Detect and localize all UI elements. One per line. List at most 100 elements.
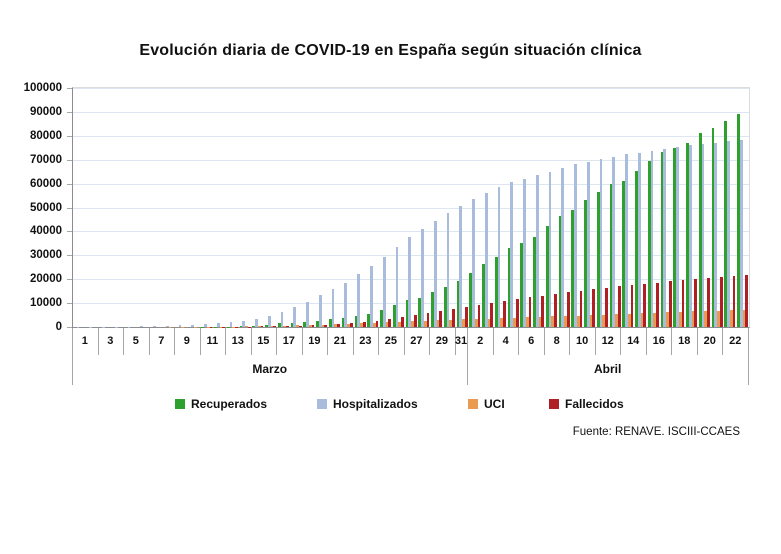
bar-hospitalizados — [255, 318, 258, 327]
bar-fallecidos — [324, 324, 328, 327]
x-axis-day-tick — [199, 328, 201, 355]
bar-uci — [321, 324, 325, 327]
gridline — [73, 135, 749, 137]
legend-item-recuperados: Recuperados — [175, 397, 267, 411]
x-axis-day-label: 8 — [553, 335, 560, 347]
bar-recuperados — [392, 304, 396, 327]
y-axis-tick — [67, 88, 72, 89]
bar-fallecidos — [668, 281, 672, 327]
legend-label: UCI — [484, 397, 505, 411]
bar-recuperados — [265, 324, 268, 327]
x-axis-day-tick — [301, 328, 303, 355]
bar-recuperados — [647, 161, 651, 327]
bar-recuperados — [673, 147, 677, 327]
legend-item-fallecidos: Fallecidos — [549, 397, 624, 411]
bar-hospitalizados — [548, 171, 552, 327]
y-axis-tick — [67, 303, 72, 305]
bar-uci — [385, 322, 389, 327]
bar-recuperados — [418, 297, 422, 327]
bar-uci — [347, 323, 350, 327]
x-axis-day-label: 18 — [678, 335, 691, 347]
bar-uci — [270, 326, 274, 327]
x-axis-day-label: 17 — [282, 335, 295, 347]
bar-uci — [551, 316, 555, 327]
bar-hospitalizados — [523, 178, 526, 327]
legend-item-hospitalizados: Hospitalizados — [317, 397, 418, 411]
bar-fallecidos — [605, 287, 608, 327]
bar-recuperados — [494, 257, 498, 327]
bar-hospitalizados — [421, 229, 424, 327]
y-axis-label: 30000 — [30, 249, 62, 262]
bar-uci — [704, 311, 708, 327]
x-axis-day-tick — [518, 328, 520, 355]
bar-uci — [576, 315, 580, 327]
bar-hospitalizados — [612, 156, 616, 327]
bar-recuperados — [239, 325, 243, 327]
x-axis-day-tick — [620, 328, 622, 355]
bar-recuperados — [686, 142, 689, 327]
x-axis-day-tick — [174, 328, 176, 355]
bar-fallecidos — [694, 279, 698, 327]
bar-fallecidos — [719, 277, 723, 327]
bar-fallecidos — [515, 298, 519, 327]
bar-hospitalizados — [306, 301, 309, 327]
x-axis-day-tick — [250, 328, 252, 355]
bar-recuperados — [724, 120, 728, 327]
x-axis-day-label: 7 — [158, 335, 165, 347]
bar-uci — [423, 320, 427, 327]
x-axis-day-tick — [645, 328, 647, 355]
bar-hospitalizados — [510, 182, 514, 327]
x-axis-day-label: 1 — [81, 335, 88, 347]
bar-fallecidos — [362, 321, 366, 327]
y-axis-label: 10000 — [30, 297, 62, 310]
bar-uci — [513, 317, 516, 327]
x-axis-day-label: 6 — [528, 335, 535, 347]
x-axis-day-tick — [352, 328, 354, 355]
bar-recuperados — [252, 325, 256, 327]
x-axis-month-label: Abril — [594, 362, 622, 376]
bar-uci — [691, 311, 695, 327]
x-axis-day-label: 29 — [435, 335, 448, 347]
plot-area — [72, 87, 750, 328]
bar-hospitalizados — [408, 237, 412, 327]
y-axis-label: 50000 — [30, 201, 62, 214]
bar-uci — [500, 318, 504, 327]
bar-hospitalizados — [727, 141, 730, 327]
bar-hospitalizados — [459, 206, 463, 327]
bar-recuperados — [405, 300, 409, 327]
x-axis-day-tick — [671, 328, 673, 355]
x-axis-day-tick — [429, 328, 431, 355]
legend-item-uci: UCI — [468, 397, 505, 411]
x-axis-day-label: 9 — [183, 335, 190, 347]
x-axis-day-label: 10 — [576, 335, 589, 347]
bar-recuperados — [367, 314, 370, 327]
bar-recuperados — [545, 225, 549, 327]
bar-recuperados — [290, 322, 294, 327]
bar-fallecidos — [579, 290, 583, 327]
x-axis-day-label: 20 — [703, 335, 716, 347]
y-axis-tick — [67, 327, 72, 328]
x-axis-day-label: 14 — [627, 335, 640, 347]
bar-hospitalizados — [140, 326, 144, 327]
y-axis-tick — [67, 159, 72, 161]
bar-uci — [678, 311, 682, 327]
bar-uci — [372, 322, 376, 327]
chart-title: Evolución diaria de COVID-19 en España s… — [139, 42, 642, 59]
bar-fallecidos — [617, 286, 621, 327]
y-axis-tick — [67, 279, 72, 281]
bar-fallecidos — [566, 292, 570, 327]
bar-hospitalizados — [574, 164, 577, 327]
x-axis-month-tick — [748, 328, 749, 385]
bar-hospitalizados — [370, 266, 373, 327]
bar-fallecidos — [745, 275, 749, 327]
y-axis-label: 80000 — [30, 129, 62, 142]
bar-recuperados — [277, 323, 281, 327]
bar-fallecidos — [375, 320, 379, 327]
bar-recuperados — [635, 170, 638, 327]
x-axis-day-tick — [123, 328, 125, 355]
bar-uci — [245, 326, 248, 327]
bar-fallecidos — [337, 323, 340, 327]
x-axis-day-label: 15 — [257, 335, 270, 347]
bar-recuperados — [596, 192, 600, 327]
